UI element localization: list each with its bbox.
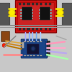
Bar xyxy=(50,15,52,17)
Bar xyxy=(27,41,29,42)
FancyBboxPatch shape xyxy=(23,41,46,56)
Circle shape xyxy=(30,46,36,51)
Bar xyxy=(36,3,38,5)
Bar xyxy=(23,3,25,5)
FancyBboxPatch shape xyxy=(15,0,57,33)
Circle shape xyxy=(31,47,35,50)
FancyBboxPatch shape xyxy=(0,3,10,26)
Bar xyxy=(22,7,32,20)
Bar xyxy=(32,15,33,17)
Bar xyxy=(19,3,21,5)
Bar xyxy=(32,9,33,11)
Circle shape xyxy=(9,9,15,16)
Bar xyxy=(27,55,29,56)
Bar xyxy=(27,3,30,5)
Bar xyxy=(47,41,50,56)
FancyBboxPatch shape xyxy=(18,3,54,30)
Bar xyxy=(23,28,25,30)
Bar xyxy=(40,28,42,30)
Bar xyxy=(32,28,34,30)
Bar xyxy=(39,18,40,19)
Bar xyxy=(50,9,52,11)
Bar xyxy=(27,28,30,30)
Bar xyxy=(40,55,42,56)
Bar xyxy=(49,28,51,30)
Bar xyxy=(33,41,35,42)
FancyBboxPatch shape xyxy=(21,39,47,58)
Bar xyxy=(32,12,33,14)
Bar xyxy=(40,7,50,20)
Bar xyxy=(40,3,42,5)
Circle shape xyxy=(2,44,6,47)
Bar xyxy=(30,55,32,56)
Bar xyxy=(39,12,40,14)
Bar xyxy=(45,3,47,5)
Bar xyxy=(36,28,38,30)
Bar xyxy=(20,9,22,11)
Bar xyxy=(37,55,39,56)
FancyBboxPatch shape xyxy=(62,3,72,26)
Bar xyxy=(45,28,47,30)
Circle shape xyxy=(57,9,63,16)
Bar xyxy=(39,15,40,17)
Bar xyxy=(33,55,35,56)
Bar xyxy=(24,41,26,42)
Bar xyxy=(1,31,9,41)
Bar xyxy=(19,28,21,30)
Bar xyxy=(50,12,52,14)
Bar xyxy=(32,3,34,5)
Bar xyxy=(40,41,42,42)
Bar xyxy=(50,18,52,19)
Bar xyxy=(39,9,40,11)
Bar xyxy=(30,41,32,42)
Bar xyxy=(20,18,22,19)
Bar xyxy=(49,3,51,5)
Bar xyxy=(37,41,39,42)
Bar xyxy=(20,12,22,14)
Bar xyxy=(27,44,39,54)
Bar xyxy=(24,55,26,56)
Bar xyxy=(20,15,22,17)
Bar xyxy=(22,42,24,48)
Bar xyxy=(32,18,33,19)
